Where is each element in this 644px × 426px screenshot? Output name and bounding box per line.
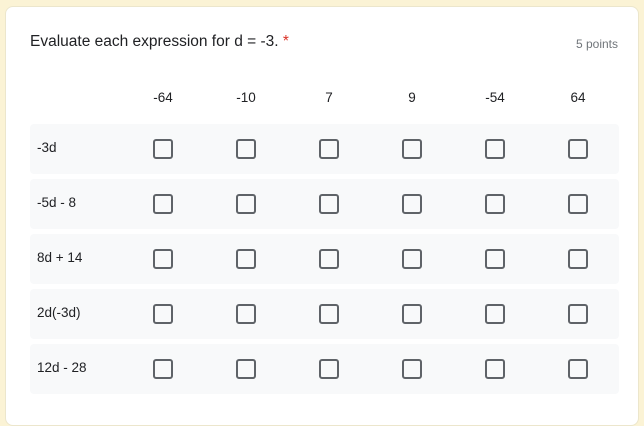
grid-row: 2d(-3d) — [30, 289, 619, 339]
checkbox[interactable] — [568, 139, 588, 159]
checkbox[interactable] — [236, 359, 256, 379]
checkbox[interactable] — [153, 194, 173, 214]
checkbox[interactable] — [485, 359, 505, 379]
column-header: 64 — [570, 90, 586, 105]
checkbox[interactable] — [319, 359, 339, 379]
required-marker: * — [282, 33, 289, 50]
grid-row: -3d — [30, 124, 619, 174]
checkbox[interactable] — [485, 304, 505, 324]
column-header: -64 — [153, 90, 173, 105]
checkbox[interactable] — [402, 194, 422, 214]
checkbox[interactable] — [236, 304, 256, 324]
checkbox[interactable] — [319, 194, 339, 214]
checkbox[interactable] — [485, 139, 505, 159]
row-label: 8d + 14 — [37, 250, 83, 265]
checkbox[interactable] — [236, 249, 256, 269]
column-header: 9 — [408, 90, 416, 105]
checkbox[interactable] — [568, 359, 588, 379]
row-label: -5d - 8 — [37, 195, 77, 210]
question-card: Evaluate each expression for d = -3. * 5… — [5, 6, 639, 426]
checkbox[interactable] — [153, 249, 173, 269]
checkbox[interactable] — [319, 249, 339, 269]
grid-row: 8d + 14 — [30, 234, 619, 284]
checkbox[interactable] — [153, 359, 173, 379]
column-header: 7 — [325, 90, 333, 105]
checkbox[interactable] — [402, 304, 422, 324]
checkbox[interactable] — [485, 194, 505, 214]
grid-row: 12d - 28 — [30, 344, 619, 394]
checkbox[interactable] — [319, 304, 339, 324]
column-header: -10 — [236, 90, 256, 105]
checkbox[interactable] — [236, 139, 256, 159]
checkbox[interactable] — [568, 304, 588, 324]
checkbox[interactable] — [402, 139, 422, 159]
checkbox[interactable] — [402, 359, 422, 379]
grid-row: -5d - 8 — [30, 179, 619, 229]
checkbox[interactable] — [568, 249, 588, 269]
column-header: -54 — [485, 90, 505, 105]
points-label: 5 points — [575, 37, 618, 51]
question-title: Evaluate each expression for d = -3. * — [30, 33, 289, 51]
checkbox[interactable] — [236, 194, 256, 214]
row-label: 12d - 28 — [37, 360, 87, 375]
checkbox[interactable] — [153, 304, 173, 324]
question-title-text: Evaluate each expression for d = -3. — [30, 33, 279, 50]
row-label: -3d — [37, 140, 57, 155]
row-label: 2d(-3d) — [37, 305, 81, 320]
checkbox[interactable] — [402, 249, 422, 269]
checkbox[interactable] — [568, 194, 588, 214]
checkbox[interactable] — [319, 139, 339, 159]
checkbox[interactable] — [153, 139, 173, 159]
checkbox[interactable] — [485, 249, 505, 269]
